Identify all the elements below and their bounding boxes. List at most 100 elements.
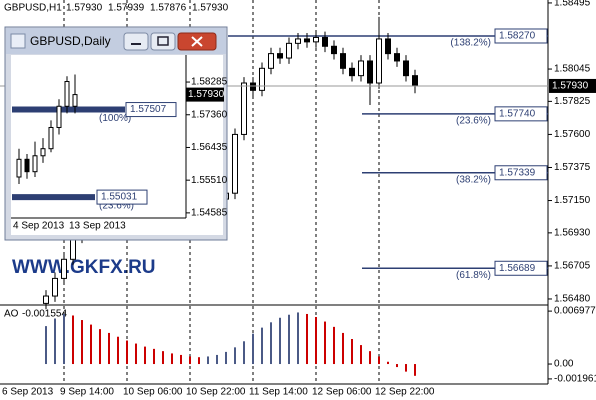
y-tick-label: 1.56705 xyxy=(554,261,591,272)
fib-ratio: (23.6%) xyxy=(99,201,134,212)
window-client xyxy=(11,55,223,235)
indicator-title: AO xyxy=(4,309,19,320)
y-tick-label: 1.57375 xyxy=(554,162,591,173)
candle-body xyxy=(70,236,76,260)
x-tick-label: 12 Sep 22:00 xyxy=(375,387,435,398)
y-tick-label: 0.006977 xyxy=(554,306,596,317)
candle-body xyxy=(340,53,346,69)
candle-body xyxy=(72,94,78,107)
candle-body xyxy=(394,53,400,62)
y-tick-label: 1.57825 xyxy=(554,96,591,107)
fib-price-box xyxy=(494,28,548,44)
candle-body xyxy=(331,45,337,55)
x-tick-label: 12 Sep 06:00 xyxy=(312,387,372,398)
candle-body xyxy=(304,38,310,43)
fib-ratio: (100%) xyxy=(99,113,131,124)
chart-title: GBPUSD,H1 xyxy=(4,3,62,14)
candle-body xyxy=(349,67,355,77)
fib-ratio: (23.6%) xyxy=(456,115,491,126)
candle-body xyxy=(277,53,283,59)
candle-body xyxy=(232,133,238,194)
candle-body xyxy=(24,158,30,173)
y-tick-label: 1.58495 xyxy=(554,0,591,9)
fib-price-box xyxy=(494,165,548,181)
watermark: WWW.GKFX.RU xyxy=(12,257,156,278)
candle-body xyxy=(403,60,409,77)
header-price: 1.57930 xyxy=(192,3,229,14)
current-price: 1.57930 xyxy=(552,81,589,92)
candle-body xyxy=(241,82,247,135)
x-tick-label: 6 Sep 2013 xyxy=(2,387,54,398)
fib-price-box xyxy=(494,106,548,122)
candle-body xyxy=(286,42,292,59)
fib-price: 1.56689 xyxy=(499,263,536,274)
current-price: 1.57930 xyxy=(188,89,225,100)
candle-body xyxy=(40,148,46,157)
y-tick-label: 1.55510 xyxy=(191,175,228,186)
y-tick-label: 1.54585 xyxy=(191,208,228,219)
x-tick-label: 11 Sep 14:00 xyxy=(249,387,308,398)
candle-body xyxy=(367,60,373,84)
minimize-button[interactable] xyxy=(123,32,149,51)
window-icon xyxy=(10,33,26,49)
y-tick-label: 1.57150 xyxy=(554,195,591,206)
fib-price: 1.57339 xyxy=(499,167,536,178)
window-title: GBPUSD,Daily xyxy=(30,34,111,48)
header-price: 1.57939 xyxy=(108,3,145,14)
candle-body xyxy=(412,75,418,87)
indicator-value: -0.001554 xyxy=(22,309,67,320)
fib-ratio: (38.2%) xyxy=(456,174,491,185)
fib-ratio: (138.2%) xyxy=(450,38,491,49)
candle-body xyxy=(64,81,70,107)
x-tick-label: 10 Sep 06:00 xyxy=(123,387,183,398)
fib-price-box xyxy=(494,260,548,276)
x-tick-label: 4 Sep 2013 xyxy=(13,221,65,232)
x-tick-label: 9 Sep 14:00 xyxy=(60,387,114,398)
candle-body xyxy=(250,82,256,91)
y-tick-label: 1.56930 xyxy=(554,228,591,239)
candle-body xyxy=(376,38,382,84)
current-price-box xyxy=(549,78,596,93)
candle-body xyxy=(268,53,274,69)
y-tick-label: 0.00 xyxy=(554,359,574,370)
y-tick-label: 1.56480 xyxy=(554,294,591,305)
fib-price-box xyxy=(96,189,148,205)
candle-body xyxy=(56,105,62,128)
header-price: 1.57876 xyxy=(150,3,187,14)
candle-body xyxy=(295,38,301,44)
y-tick-label: -0.001961 xyxy=(554,374,596,385)
y-tick-label: 1.58285 xyxy=(191,77,228,88)
x-tick-label: 13 Sep 2013 xyxy=(69,221,126,232)
y-tick-label: 1.56435 xyxy=(191,142,228,153)
candle-body xyxy=(48,126,54,150)
candle-body xyxy=(43,295,49,304)
current-price-box xyxy=(186,87,224,102)
candle-body xyxy=(385,38,391,55)
candle-body xyxy=(313,36,319,43)
candle-body xyxy=(52,277,58,297)
fib-ratio: (61.8%) xyxy=(456,270,491,281)
y-tick-label: 1.57600 xyxy=(554,129,591,140)
fib-price: 1.57507 xyxy=(130,104,167,115)
candle-body xyxy=(259,67,265,91)
fib-price-box xyxy=(125,102,177,118)
header-price: 1.57930 xyxy=(66,3,103,14)
y-tick-label: 1.58045 xyxy=(554,64,591,75)
candle-body xyxy=(322,36,328,47)
candle-body xyxy=(32,155,38,173)
maximize-glyph xyxy=(157,36,169,46)
y-tick-label: 1.57360 xyxy=(191,109,228,120)
candle-body xyxy=(358,60,364,77)
daily-window: GBPUSD,Daily 1.58285 1.57360 1.56435 1.55510… xyxy=(4,26,228,241)
maximize-button[interactable] xyxy=(150,32,176,51)
close-glyph xyxy=(191,36,203,47)
fib-price: 1.57740 xyxy=(499,108,536,119)
candle-body xyxy=(16,158,22,178)
fib-price: 1.55031 xyxy=(101,192,138,203)
candle-body xyxy=(61,258,67,279)
ao-panel: AO -0.001554 0.006977 0.00 -0.001961 xyxy=(4,306,596,385)
fib-price: 1.58270 xyxy=(499,31,536,42)
x-tick-label: 10 Sep 22:00 xyxy=(186,387,246,398)
